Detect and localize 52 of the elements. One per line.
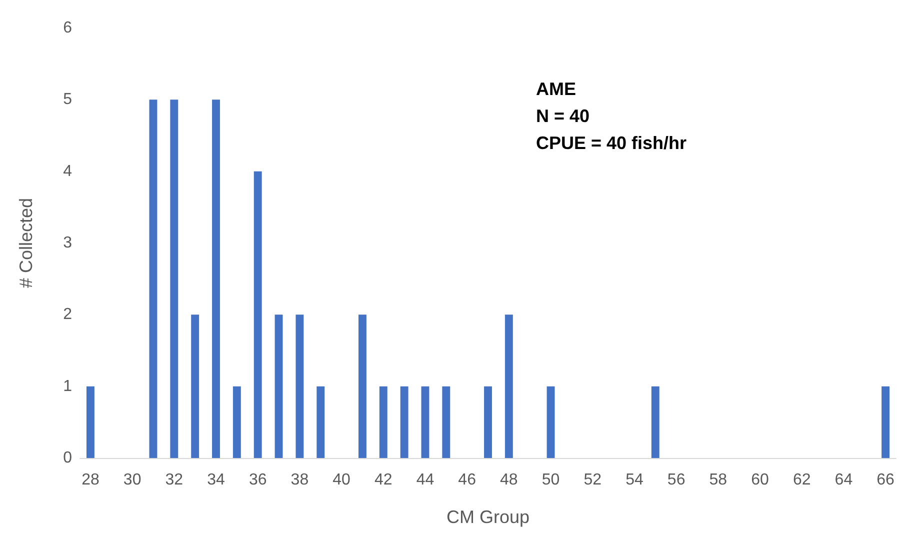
- x-tick-label: 28: [82, 472, 100, 488]
- bar: [254, 171, 262, 458]
- x-tick-label: 60: [751, 472, 769, 488]
- bar: [274, 314, 283, 458]
- bar: [484, 386, 492, 458]
- y-tick-label: 3: [63, 234, 72, 252]
- y-tick-label: 1: [63, 378, 72, 395]
- bar: [232, 386, 241, 458]
- bar: [442, 386, 450, 458]
- bar: [296, 314, 304, 458]
- x-tick-label: 54: [626, 472, 644, 488]
- x-tick-label: 32: [165, 472, 184, 488]
- x-tick-label: 66: [876, 472, 895, 488]
- x-tick-label: 48: [500, 472, 518, 488]
- y-tick-label: 0: [63, 450, 72, 466]
- x-tick-label: 62: [792, 472, 811, 488]
- bar: [651, 386, 660, 458]
- x-tick-label: 58: [709, 472, 728, 488]
- y-tick-label: 6: [63, 20, 72, 36]
- bar: [358, 314, 366, 458]
- annotation: AME: [536, 79, 576, 99]
- y-axis-title: # Collected: [16, 198, 36, 288]
- x-tick-label: 36: [248, 472, 267, 488]
- y-tick-label: 2: [63, 306, 72, 324]
- x-axis-title: CM Group: [446, 507, 530, 527]
- x-tick-label: 64: [834, 472, 853, 488]
- bar: [379, 386, 388, 458]
- y-tick-label: 4: [63, 162, 72, 180]
- bar: [421, 386, 430, 458]
- x-tick-label: 56: [667, 472, 686, 488]
- x-tick-label: 30: [123, 472, 142, 488]
- x-tick-label: 42: [374, 472, 392, 488]
- x-tick-label: 40: [332, 472, 351, 488]
- y-tick-label: 5: [63, 91, 72, 108]
- annotation: CPUE = 40 fish/hr: [536, 133, 687, 153]
- bar: [546, 386, 555, 458]
- x-tick-label: 34: [207, 472, 225, 488]
- bar: [882, 386, 890, 458]
- bar: [191, 314, 200, 458]
- bar: [400, 386, 408, 458]
- annotation: N = 40: [536, 106, 590, 126]
- x-tick-label: 38: [290, 472, 309, 488]
- bar: [170, 100, 178, 458]
- bar: [212, 100, 220, 458]
- bar: [149, 100, 158, 458]
- bar: [504, 314, 513, 458]
- x-tick-label: 46: [458, 472, 476, 488]
- x-tick-label: 50: [542, 472, 560, 488]
- bar: [86, 386, 94, 458]
- bar: [316, 386, 325, 458]
- x-tick-label: 44: [416, 472, 434, 488]
- x-tick-label: 52: [584, 472, 602, 488]
